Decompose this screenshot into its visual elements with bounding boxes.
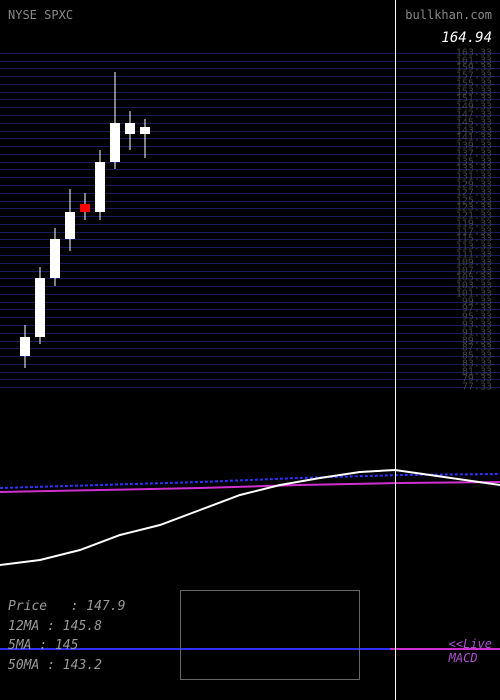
current-price: 164.94: [441, 30, 492, 46]
gridline: [0, 84, 500, 85]
info-price: Price : 147.9: [8, 597, 125, 617]
info-12ma: 12MA : 145.8: [8, 617, 125, 637]
gridline: [0, 255, 500, 256]
stock-chart: NYSE SPXC bullkhan.com 164.94 163.33161.…: [0, 0, 500, 700]
price-chart-area[interactable]: 163.33161.33159.33157.33155.33153.33151.…: [0, 45, 500, 395]
source-label: bullkhan.com: [405, 8, 492, 22]
info-50ma: 50MA : 143.2: [8, 656, 125, 676]
gridline: [0, 68, 500, 69]
gridline: [0, 278, 500, 279]
gridline: [0, 107, 500, 108]
gridline: [0, 263, 500, 264]
price-axis-label: 77.33: [462, 382, 492, 393]
gridline: [0, 123, 500, 124]
gridline: [0, 356, 500, 357]
gridline: [0, 325, 500, 326]
gridline: [0, 76, 500, 77]
gridline: [0, 286, 500, 287]
gridline: [0, 387, 500, 388]
info-5ma: 5MA : 145: [8, 636, 125, 656]
gridline: [0, 232, 500, 233]
gridline: [0, 294, 500, 295]
gridline: [0, 341, 500, 342]
gridline: [0, 53, 500, 54]
cursor-line: [395, 0, 396, 700]
gridline: [0, 201, 500, 202]
gridline: [0, 302, 500, 303]
macd-label: <<Live MACD: [449, 637, 492, 665]
moving-average-panel: [0, 430, 500, 580]
gridline: [0, 185, 500, 186]
gridline: [0, 247, 500, 248]
gridline: [0, 239, 500, 240]
gridline: [0, 317, 500, 318]
gridline: [0, 154, 500, 155]
gridline: [0, 372, 500, 373]
gridline: [0, 309, 500, 310]
gridline: [0, 131, 500, 132]
gridline: [0, 216, 500, 217]
gridline: [0, 61, 500, 62]
gridline: [0, 99, 500, 100]
gridline: [0, 224, 500, 225]
chart-header: NYSE SPXC bullkhan.com: [8, 8, 492, 22]
gridline: [0, 348, 500, 349]
indicator-box: [180, 590, 360, 680]
symbol-label: NYSE SPXC: [8, 8, 73, 22]
gridline: [0, 193, 500, 194]
gridline: [0, 162, 500, 163]
gridline: [0, 115, 500, 116]
gridline: [0, 169, 500, 170]
gridline: [0, 364, 500, 365]
ma-lines: [0, 430, 500, 580]
gridline: [0, 271, 500, 272]
gridline: [0, 333, 500, 334]
gridline: [0, 177, 500, 178]
info-panel: Price : 147.9 12MA : 145.8 5MA : 145 50M…: [8, 597, 125, 675]
gridline: [0, 92, 500, 93]
gridline: [0, 208, 500, 209]
gridline: [0, 146, 500, 147]
gridline: [0, 138, 500, 139]
gridline: [0, 379, 500, 380]
